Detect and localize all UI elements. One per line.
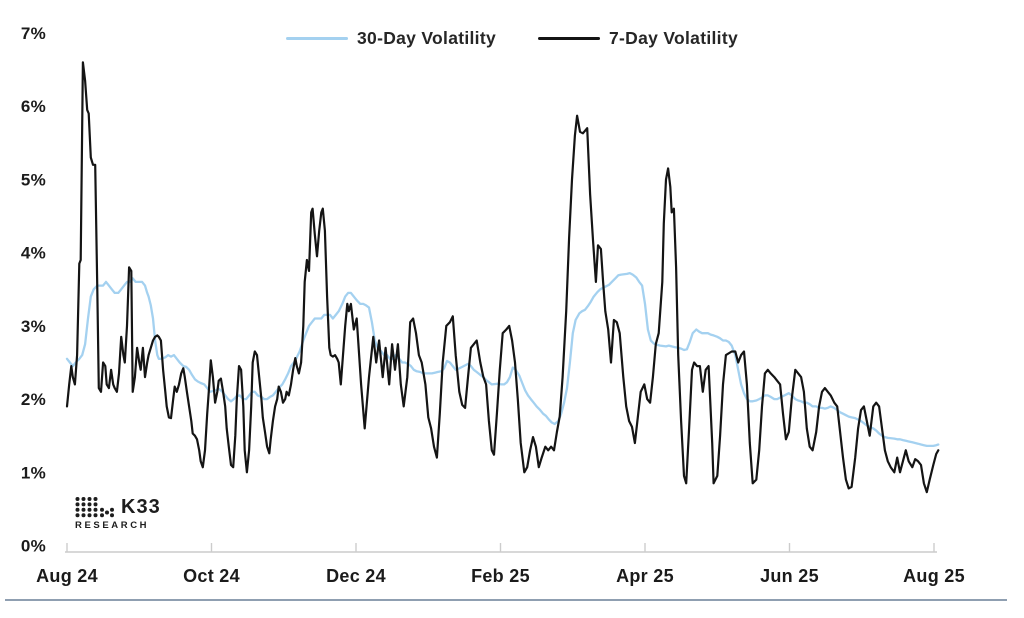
chart-legend: 30-Day Volatility 7-Day Volatility (286, 28, 738, 49)
series-line-7-day-volatility (65, 61, 940, 494)
series-line-30-day-volatility (65, 271, 940, 448)
x-axis-label: Oct 24 (183, 566, 240, 586)
y-axis-label: 3% (21, 317, 46, 336)
bottom-divider (5, 599, 1007, 601)
legend-item-30-day-volatility: 30-Day Volatility (286, 28, 496, 49)
legend-swatch-7-day-icon (538, 37, 601, 40)
legend-swatch-30-day-icon (286, 37, 349, 40)
y-axis-label: 2% (21, 390, 46, 409)
y-axis-label: 4% (21, 244, 46, 263)
x-axis-label: Jun 25 (760, 566, 819, 586)
logo-text-research: RESEARCH (75, 520, 150, 531)
y-axis-label: 1% (21, 463, 46, 482)
y-axis-label: 7% (21, 24, 46, 43)
y-axis-label: 0% (21, 537, 46, 556)
legend-label-7-day: 7-Day Volatility (609, 28, 738, 48)
x-axis-label: Apr 25 (616, 566, 674, 586)
legend-label-30-day: 30-Day Volatility (357, 28, 497, 48)
x-axis-label: Feb 25 (471, 566, 530, 586)
legend-item-7-day-volatility: 7-Day Volatility (538, 28, 738, 49)
k33-dot-matrix-icon (75, 497, 114, 518)
x-axis-label: Dec 24 (326, 566, 386, 586)
k33-research-logo: K33 RESEARCH (75, 496, 161, 531)
logo-text-k33: K33 (121, 496, 161, 518)
x-axis-label: Aug 24 (36, 566, 98, 586)
y-axis-label: 5% (21, 170, 46, 189)
x-axis-label: Aug 25 (903, 566, 965, 586)
y-axis-label: 6% (21, 97, 46, 116)
